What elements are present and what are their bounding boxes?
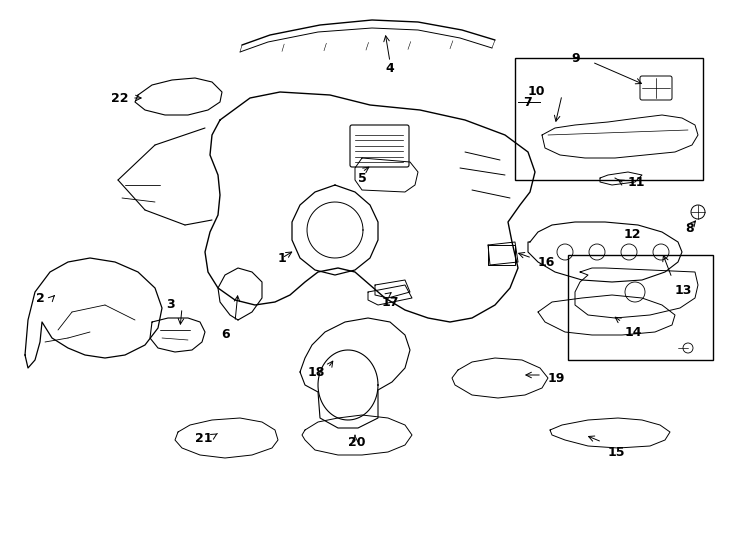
Text: 22: 22 (111, 91, 128, 105)
Text: 1: 1 (277, 252, 286, 265)
Text: 16: 16 (538, 255, 556, 268)
Text: 11: 11 (628, 176, 645, 188)
Text: 15: 15 (608, 446, 625, 458)
Text: 5: 5 (357, 172, 366, 185)
Text: 10: 10 (528, 85, 545, 98)
Bar (515, 58, 703, 180)
Text: 8: 8 (686, 221, 694, 234)
Text: 19: 19 (548, 372, 565, 384)
Text: 21: 21 (195, 431, 212, 444)
Text: 20: 20 (348, 435, 366, 449)
Text: 13: 13 (675, 284, 692, 296)
Text: 2: 2 (36, 292, 45, 305)
Text: 6: 6 (222, 328, 230, 341)
Text: 12: 12 (623, 228, 641, 241)
Text: 17: 17 (382, 295, 399, 308)
Text: 7: 7 (523, 96, 532, 109)
Text: 9: 9 (571, 51, 580, 64)
Text: 18: 18 (308, 366, 325, 379)
Bar (568, 255, 713, 360)
Text: 14: 14 (625, 326, 642, 339)
Text: 3: 3 (167, 299, 175, 312)
Text: 4: 4 (385, 62, 394, 75)
